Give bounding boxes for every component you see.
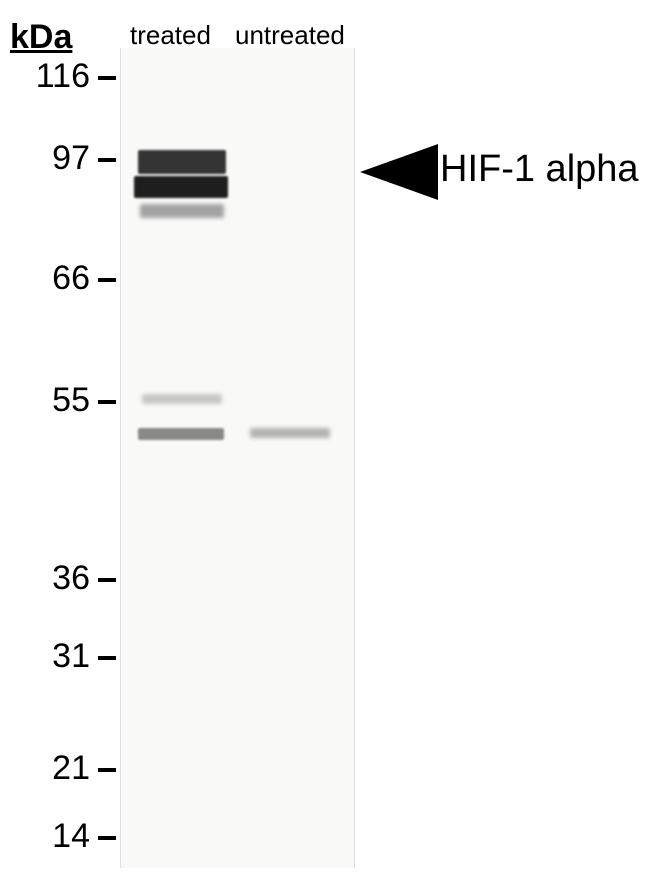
marker-tick — [98, 656, 116, 660]
annotation-label: HIF-1 alpha — [440, 148, 639, 191]
marker-label: 97 — [0, 139, 90, 178]
blot-band — [134, 176, 228, 198]
kda-axis-header: kDa — [10, 18, 72, 57]
marker-label: 36 — [0, 559, 90, 598]
marker-tick — [98, 76, 116, 80]
marker-tick — [98, 768, 116, 772]
marker-label: 31 — [0, 637, 90, 676]
marker-tick — [98, 400, 116, 404]
marker-label: 116 — [0, 57, 90, 96]
marker-tick — [98, 158, 116, 162]
marker-tick — [98, 578, 116, 582]
lane-label-treated: treated — [130, 20, 211, 51]
marker-tick — [98, 836, 116, 840]
marker-tick — [98, 278, 116, 282]
western-blot-figure: kDa treated untreated 11697665536312114 … — [0, 0, 650, 890]
blot-band — [142, 394, 222, 404]
marker-label: 66 — [0, 259, 90, 298]
blot-band — [138, 150, 226, 174]
annotation-arrow-icon — [360, 144, 438, 200]
marker-label: 55 — [0, 381, 90, 420]
blot-band — [140, 204, 224, 218]
marker-label: 14 — [0, 817, 90, 856]
blot-band — [250, 428, 330, 438]
blot-band — [138, 428, 224, 440]
marker-label: 21 — [0, 749, 90, 788]
lane-label-untreated: untreated — [235, 20, 345, 51]
